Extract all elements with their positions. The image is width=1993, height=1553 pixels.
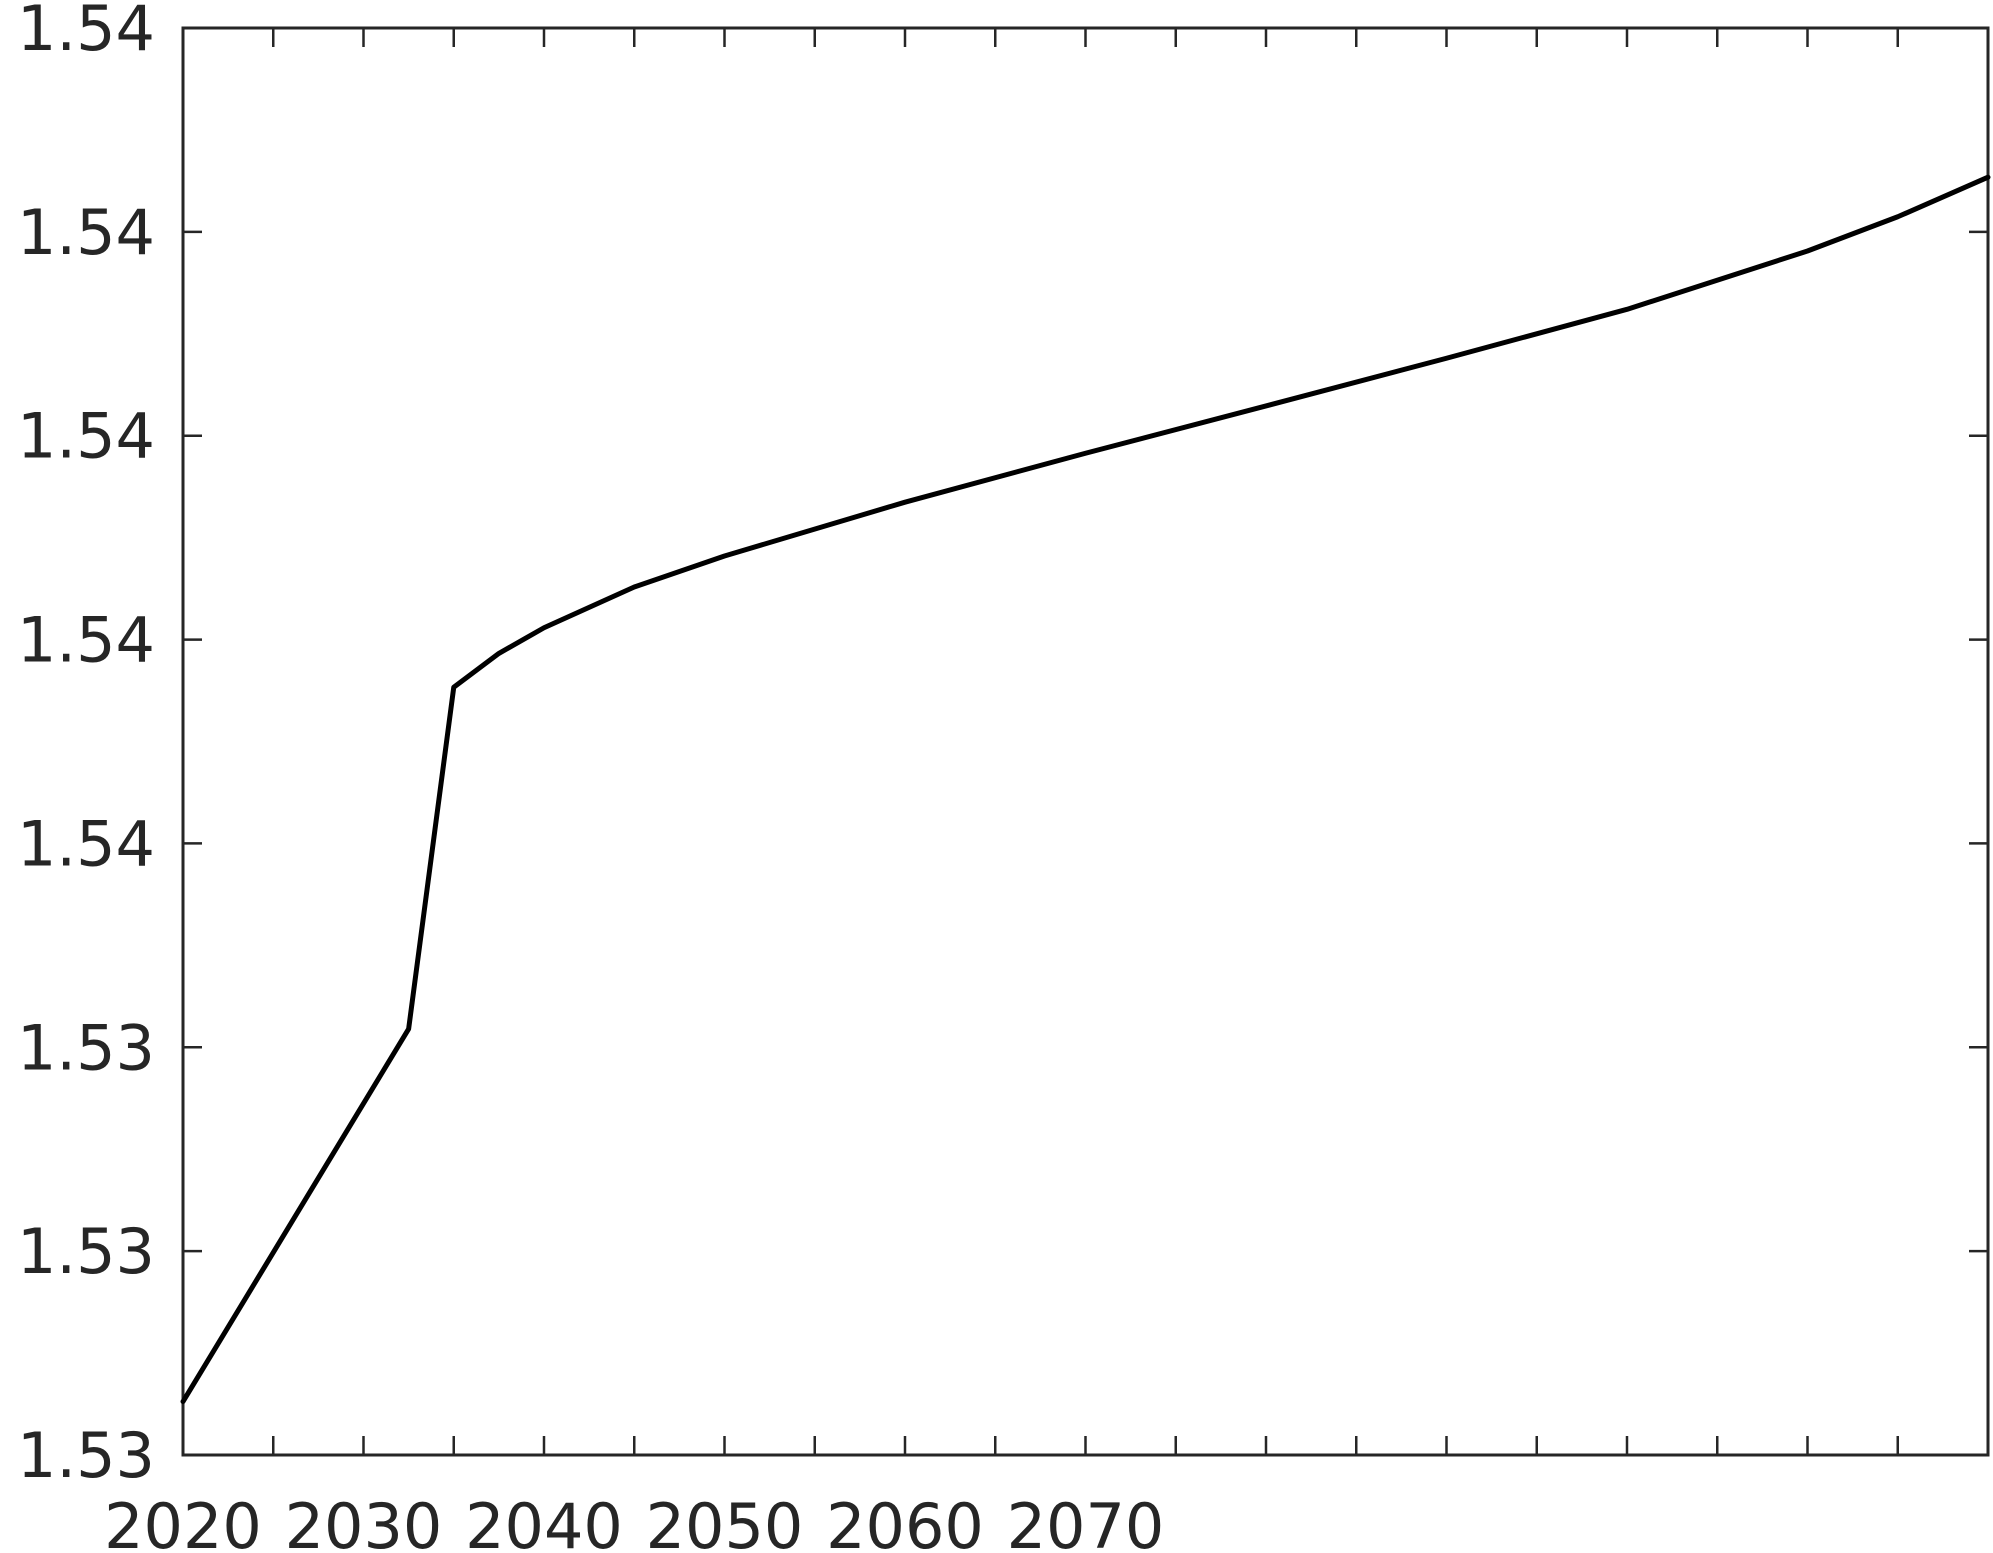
y-tick-label-4: 1.54 <box>17 604 155 677</box>
y-tick-label-7: 1.54 <box>17 0 155 65</box>
x-tick-label-5: 2070 <box>1007 1490 1165 1553</box>
series-line <box>180 174 1991 1405</box>
x-tick-label-1: 2030 <box>285 1490 443 1553</box>
y-tick-label-3: 1.54 <box>17 807 155 880</box>
y-tick-label-1: 1.53 <box>17 1215 155 1288</box>
x-tick-label-4: 2060 <box>826 1490 984 1553</box>
x-tick-label-3: 2050 <box>646 1490 804 1553</box>
x-tick-label-2: 2040 <box>465 1490 623 1553</box>
y-tick-labels: 1.53 1.53 1.53 1.54 1.54 1.54 1.54 1.54 <box>17 0 155 1492</box>
y-tick-label-5: 1.54 <box>17 400 155 473</box>
y-tick-label-6: 1.54 <box>17 196 155 269</box>
axis-ticks <box>181 26 1990 1457</box>
y-tick-label-0: 1.53 <box>17 1419 155 1492</box>
plot-area-frame <box>181 26 1990 1457</box>
x-tick-labels: 2020 2030 2040 2050 2060 2070 <box>104 1490 1164 1553</box>
x-tick-label-0: 2020 <box>104 1490 262 1553</box>
y-tick-label-2: 1.53 <box>17 1011 155 1084</box>
